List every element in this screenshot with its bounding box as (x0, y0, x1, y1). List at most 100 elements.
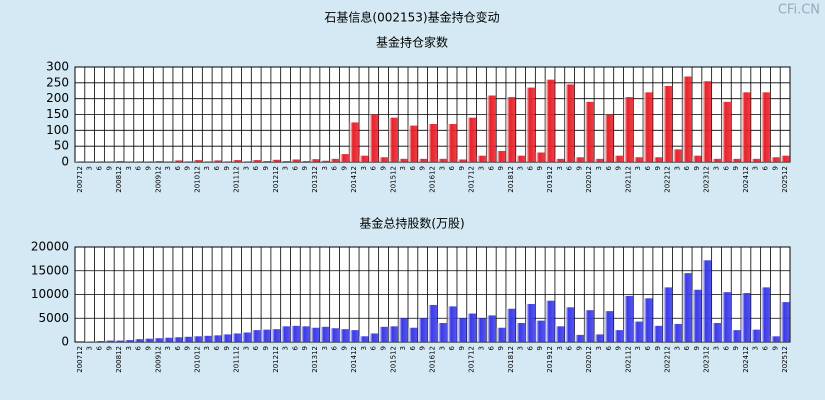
x-tick-label: 9 (340, 166, 348, 170)
bar (398, 158, 408, 162)
bar (192, 336, 203, 342)
bar (300, 326, 310, 342)
x-tick-label: 3 (164, 346, 172, 350)
bar (702, 81, 712, 162)
bar (545, 79, 555, 162)
y-tick-label: 5000 (38, 311, 69, 325)
bar (564, 307, 575, 342)
bar (535, 320, 545, 342)
x-tick-label: 3 (477, 346, 485, 350)
watermark: CFi.CN (778, 3, 820, 18)
bar (643, 92, 653, 162)
bar (653, 325, 663, 342)
bar (692, 289, 702, 342)
bar (212, 160, 222, 162)
x-tick-label: 6 (683, 345, 691, 350)
x-tick-label: 6 (331, 165, 339, 170)
bar (192, 160, 203, 162)
y-tick-label: 300 (46, 60, 69, 74)
bar (437, 323, 447, 342)
bar (378, 326, 389, 342)
bar (104, 340, 114, 342)
bar (506, 97, 516, 162)
bar (388, 326, 399, 342)
bar (173, 160, 183, 162)
y-tick-label: 0 (61, 155, 69, 169)
x-tick-label: 6 (526, 345, 534, 350)
x-tick-label: 200712 (76, 346, 84, 373)
bar (486, 95, 496, 162)
bar (182, 161, 193, 162)
x-tick-label: 6 (566, 345, 574, 350)
x-tick-label: 202112 (624, 166, 632, 193)
bar (280, 161, 291, 162)
x-tick-label: 201812 (507, 346, 515, 373)
bar (721, 292, 732, 342)
y-tick-label: 10000 (31, 287, 69, 301)
x-tick-label: 9 (458, 346, 466, 350)
x-tick-label: 9 (301, 166, 309, 170)
x-tick-label: 3 (595, 346, 603, 350)
x-tick-label: 6 (370, 165, 378, 170)
x-tick-label: 200912 (154, 346, 162, 373)
x-tick-label: 202412 (742, 166, 750, 193)
x-tick-label: 3 (86, 346, 94, 350)
x-tick-label: 3 (360, 346, 368, 350)
bar (780, 155, 790, 162)
x-tick-label: 201912 (546, 166, 554, 193)
bar (525, 304, 536, 342)
bar (711, 323, 722, 342)
x-tick-label: 6 (448, 345, 456, 350)
y-tick-label: 250 (46, 75, 69, 89)
bar (741, 293, 751, 342)
bar (94, 341, 105, 342)
bar (212, 335, 222, 342)
x-tick-label: 3 (360, 166, 368, 170)
x-tick-label: 201912 (546, 346, 554, 373)
bar (202, 161, 212, 162)
x-tick-label: 3 (556, 166, 564, 170)
x-tick-label: 3 (164, 166, 172, 170)
x-tick-label: 6 (487, 165, 495, 170)
bar (604, 114, 614, 162)
x-tick-label: 3 (242, 166, 250, 170)
bar (261, 161, 271, 162)
bar (427, 304, 438, 342)
x-tick-label: 3 (282, 346, 290, 350)
x-tick-label: 6 (487, 345, 495, 350)
x-tick-label: 6 (683, 165, 691, 170)
x-tick-label: 9 (380, 166, 388, 170)
chart-title: 基金持仓家数 (376, 35, 448, 50)
bar (760, 92, 771, 162)
x-tick-label: 9 (105, 166, 113, 170)
x-tick-label: 202212 (664, 346, 672, 373)
bar (535, 152, 545, 162)
x-tick-label: 3 (282, 166, 290, 170)
x-tick-label: 9 (654, 346, 662, 350)
bar (613, 155, 624, 162)
x-tick-label: 9 (144, 166, 152, 170)
x-tick-label: 9 (301, 346, 309, 350)
bar (574, 334, 585, 342)
x-tick-label: 3 (86, 166, 94, 170)
x-tick-label: 201312 (311, 166, 319, 193)
x-tick-label: 6 (252, 345, 260, 350)
y-tick-label: 150 (46, 107, 69, 121)
x-tick-label: 201212 (272, 346, 280, 373)
x-tick-label: 201312 (311, 346, 319, 373)
bar (476, 155, 487, 162)
bar (251, 330, 261, 342)
x-tick-label: 202012 (585, 346, 593, 373)
x-tick-label: 6 (331, 345, 339, 350)
bar (222, 334, 232, 342)
chart-title: 基金总持股数(万股) (359, 216, 464, 231)
bar (486, 315, 496, 342)
x-tick-label: 3 (673, 346, 681, 350)
bar (222, 161, 232, 162)
bar (359, 336, 369, 342)
x-tick-label: 6 (213, 345, 221, 350)
bar (457, 318, 467, 342)
x-tick-label: 3 (634, 346, 642, 350)
bar (692, 155, 702, 162)
bar (515, 155, 526, 162)
